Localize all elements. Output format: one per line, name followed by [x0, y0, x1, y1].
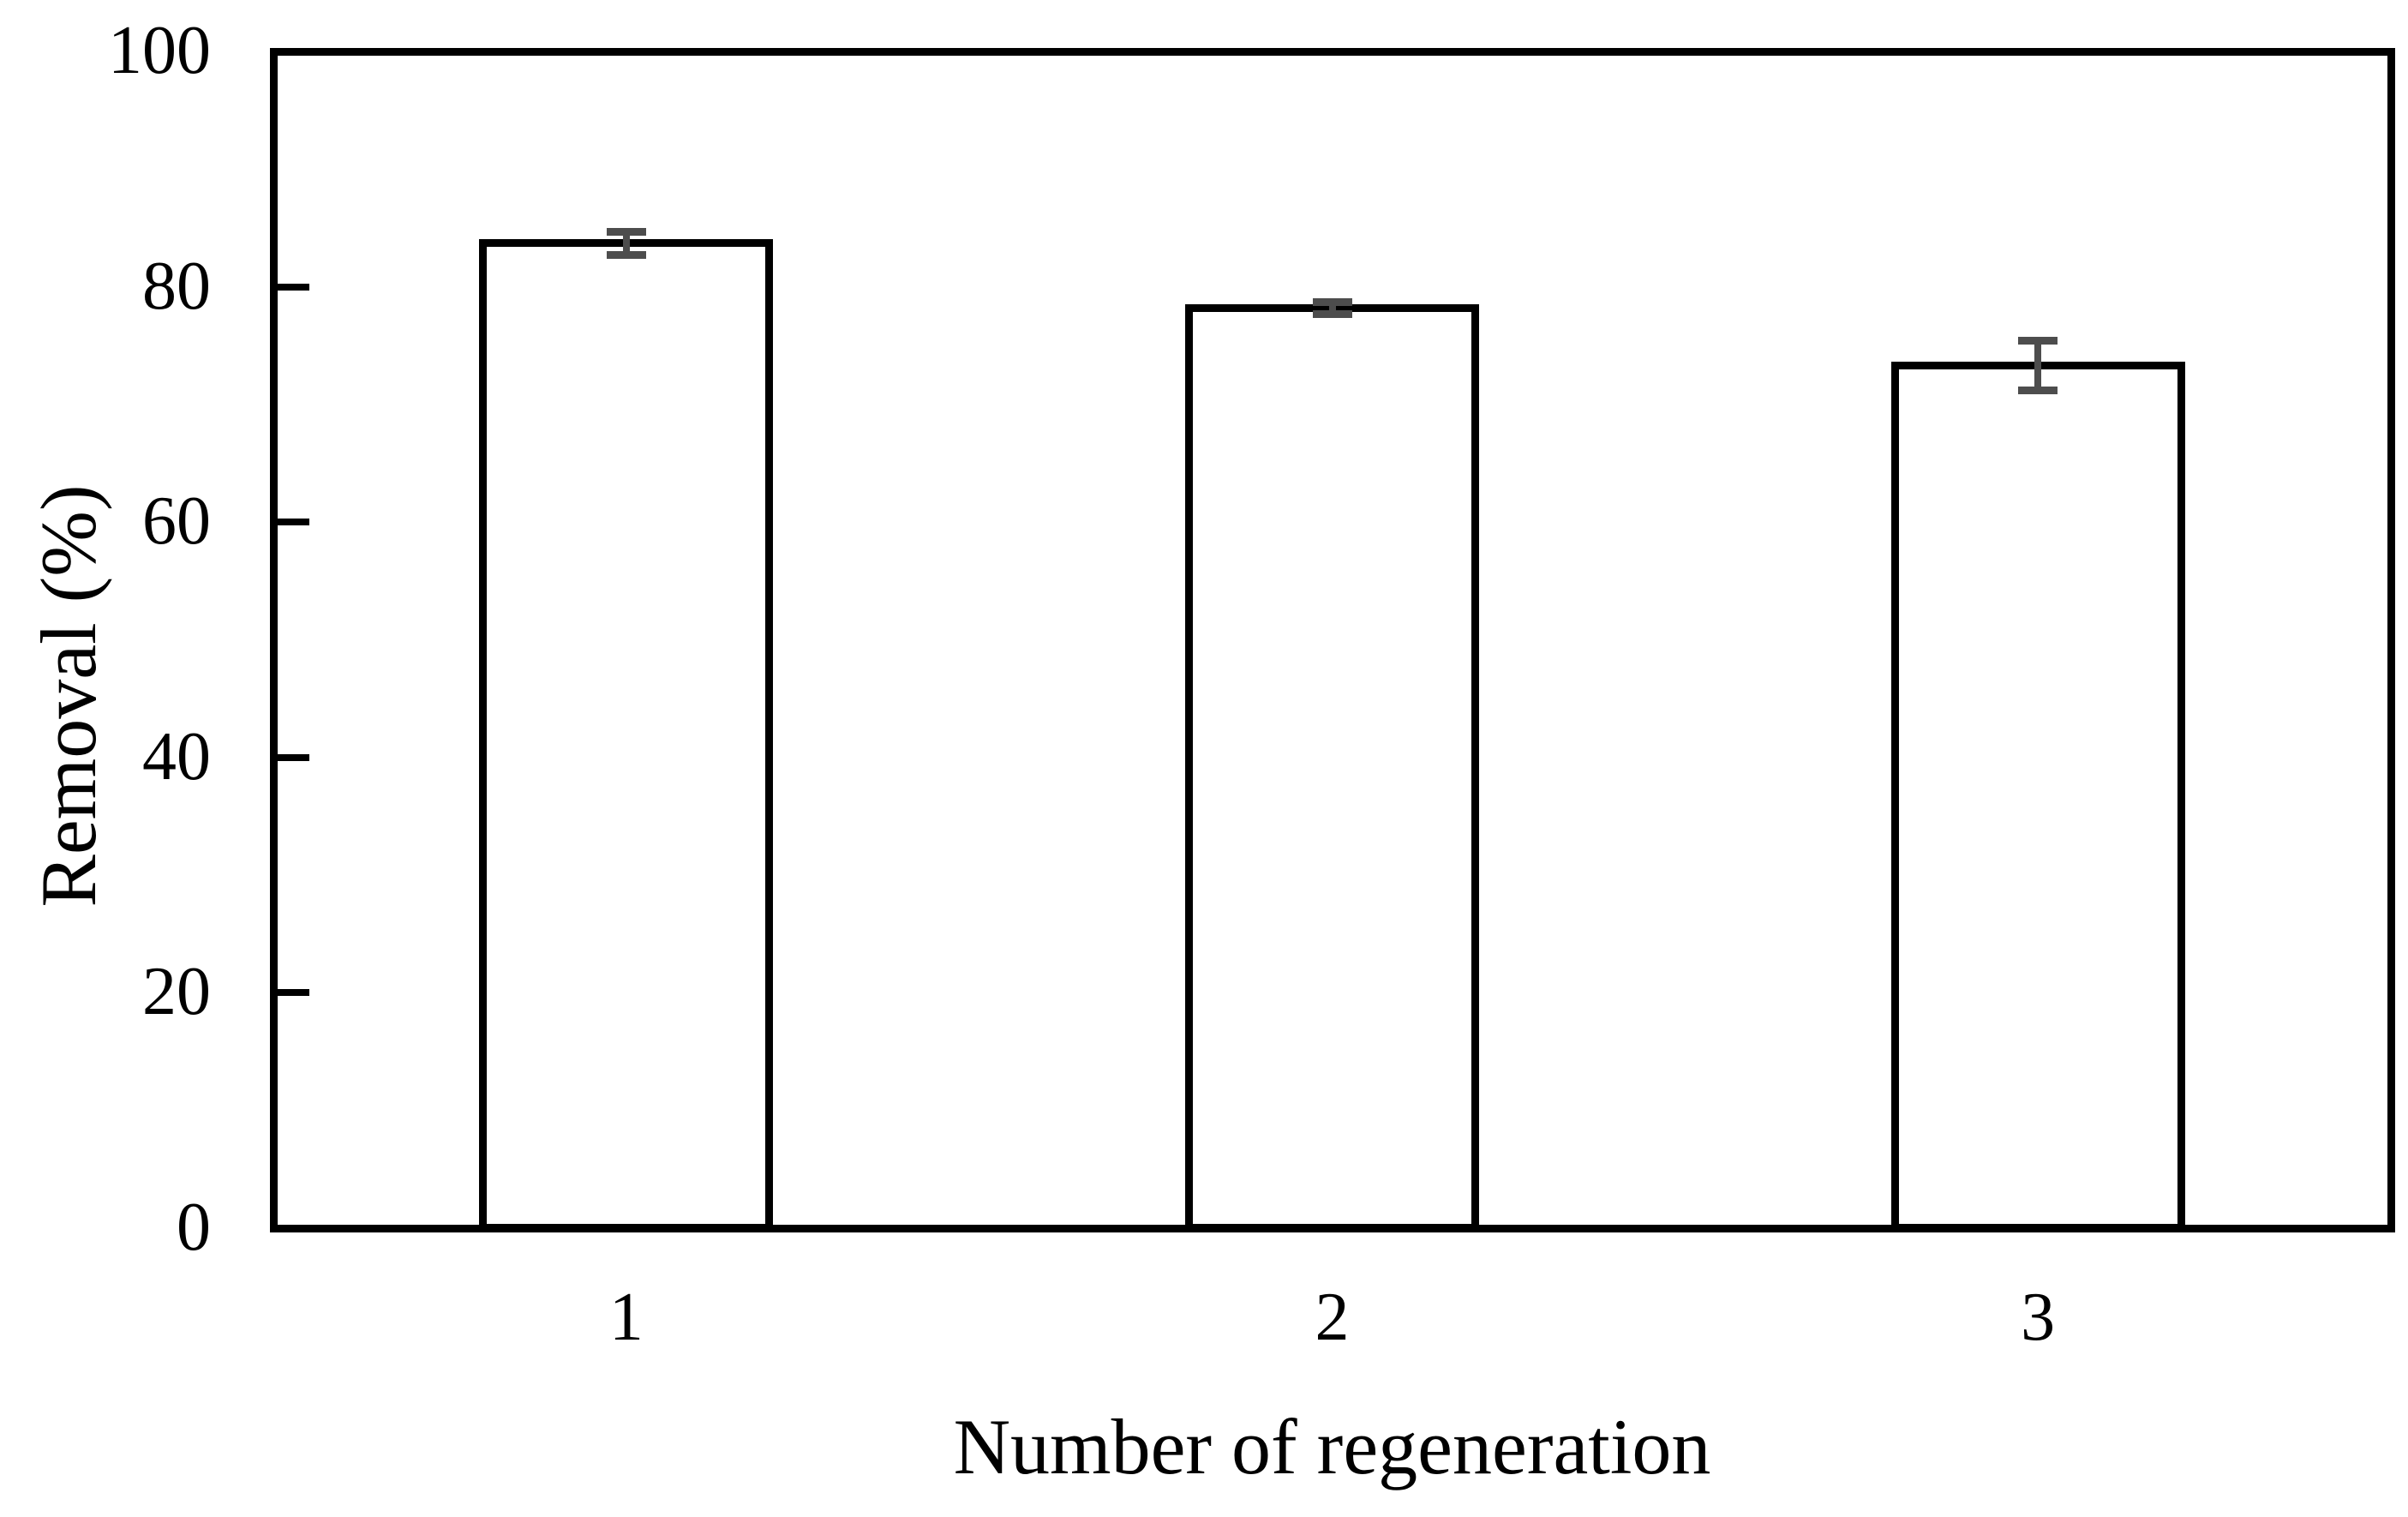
- error-bar-cap-bottom-1: [606, 251, 646, 260]
- error-bar-cap-top-3: [2018, 337, 2058, 345]
- error-bar-whisker-2: [1328, 302, 1336, 315]
- error-bar-cap-bottom-3: [2018, 386, 2058, 394]
- y-tick-label-20: 20: [142, 954, 211, 1030]
- y-tick-label-100: 100: [108, 13, 211, 88]
- y-tick-label-60: 60: [142, 483, 211, 560]
- x-axis-title: Number of regeneration: [953, 1403, 1711, 1490]
- x-tick-label-2: 2: [1315, 1280, 1350, 1355]
- error-bar-cap-top-2: [1312, 297, 1352, 306]
- error-bar-cap-bottom-2: [1312, 309, 1352, 318]
- y-tick-mark-20: [273, 989, 309, 997]
- y-tick-mark-80: [273, 283, 309, 291]
- error-bar-whisker-3: [2034, 340, 2042, 391]
- bar-2: [1185, 303, 1479, 1232]
- y-tick-mark-100: [273, 48, 309, 55]
- x-tick-label-3: 3: [2021, 1280, 2056, 1355]
- error-bar-whisker-1: [622, 231, 630, 255]
- y-tick-label-80: 80: [142, 248, 211, 324]
- y-tick-mark-0: [273, 1225, 309, 1232]
- bar-1: [479, 239, 774, 1232]
- y-tick-mark-40: [273, 753, 309, 761]
- x-tick-label-1: 1: [608, 1280, 644, 1355]
- error-bar-cap-top-1: [606, 227, 646, 236]
- y-tick-mark-60: [273, 519, 309, 526]
- y-tick-label-0: 0: [177, 1190, 211, 1265]
- y-tick-label-40: 40: [142, 718, 211, 794]
- bar-3: [1890, 362, 2185, 1232]
